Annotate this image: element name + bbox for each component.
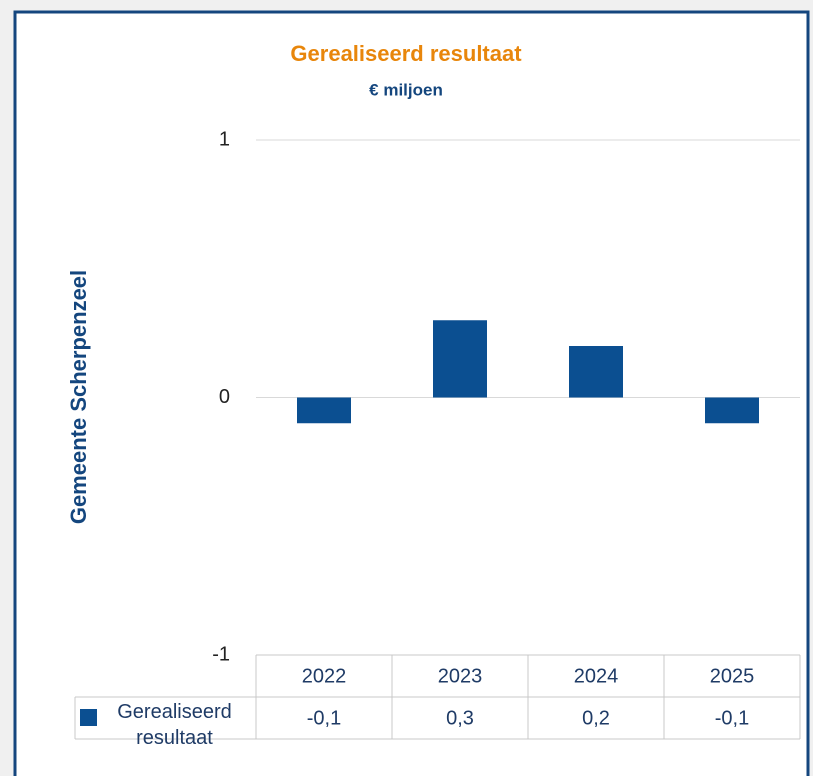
x-tick-label: 2022: [302, 665, 347, 687]
data-label: -0,1: [715, 707, 749, 729]
x-tick-label: 2024: [574, 665, 619, 687]
bar: [433, 320, 487, 398]
legend-swatch: [80, 709, 97, 726]
y-tick-label: 1: [219, 128, 230, 150]
chart-subtitle: € miljoen: [369, 80, 443, 99]
data-label: 0,2: [582, 707, 610, 729]
bar: [569, 346, 623, 398]
legend-label: Gerealiseerd resultaat: [117, 701, 232, 749]
chart-title: Gerealiseerd resultaat: [290, 41, 522, 66]
legend-entry: Gerealiseerd resultaat: [117, 701, 232, 749]
data-label: 0,3: [446, 707, 474, 729]
y-tick-label: -1: [212, 643, 230, 665]
y-axis-label: Gemeente Scherpenzeel: [66, 270, 91, 524]
chart-frame: [13, 10, 810, 776]
bar: [297, 397, 351, 424]
x-tick-label: 2023: [438, 665, 483, 687]
y-tick-label: 0: [219, 386, 230, 408]
data-label: -0,1: [307, 707, 341, 729]
x-tick-label: 2025: [710, 665, 755, 687]
bar: [705, 397, 759, 424]
